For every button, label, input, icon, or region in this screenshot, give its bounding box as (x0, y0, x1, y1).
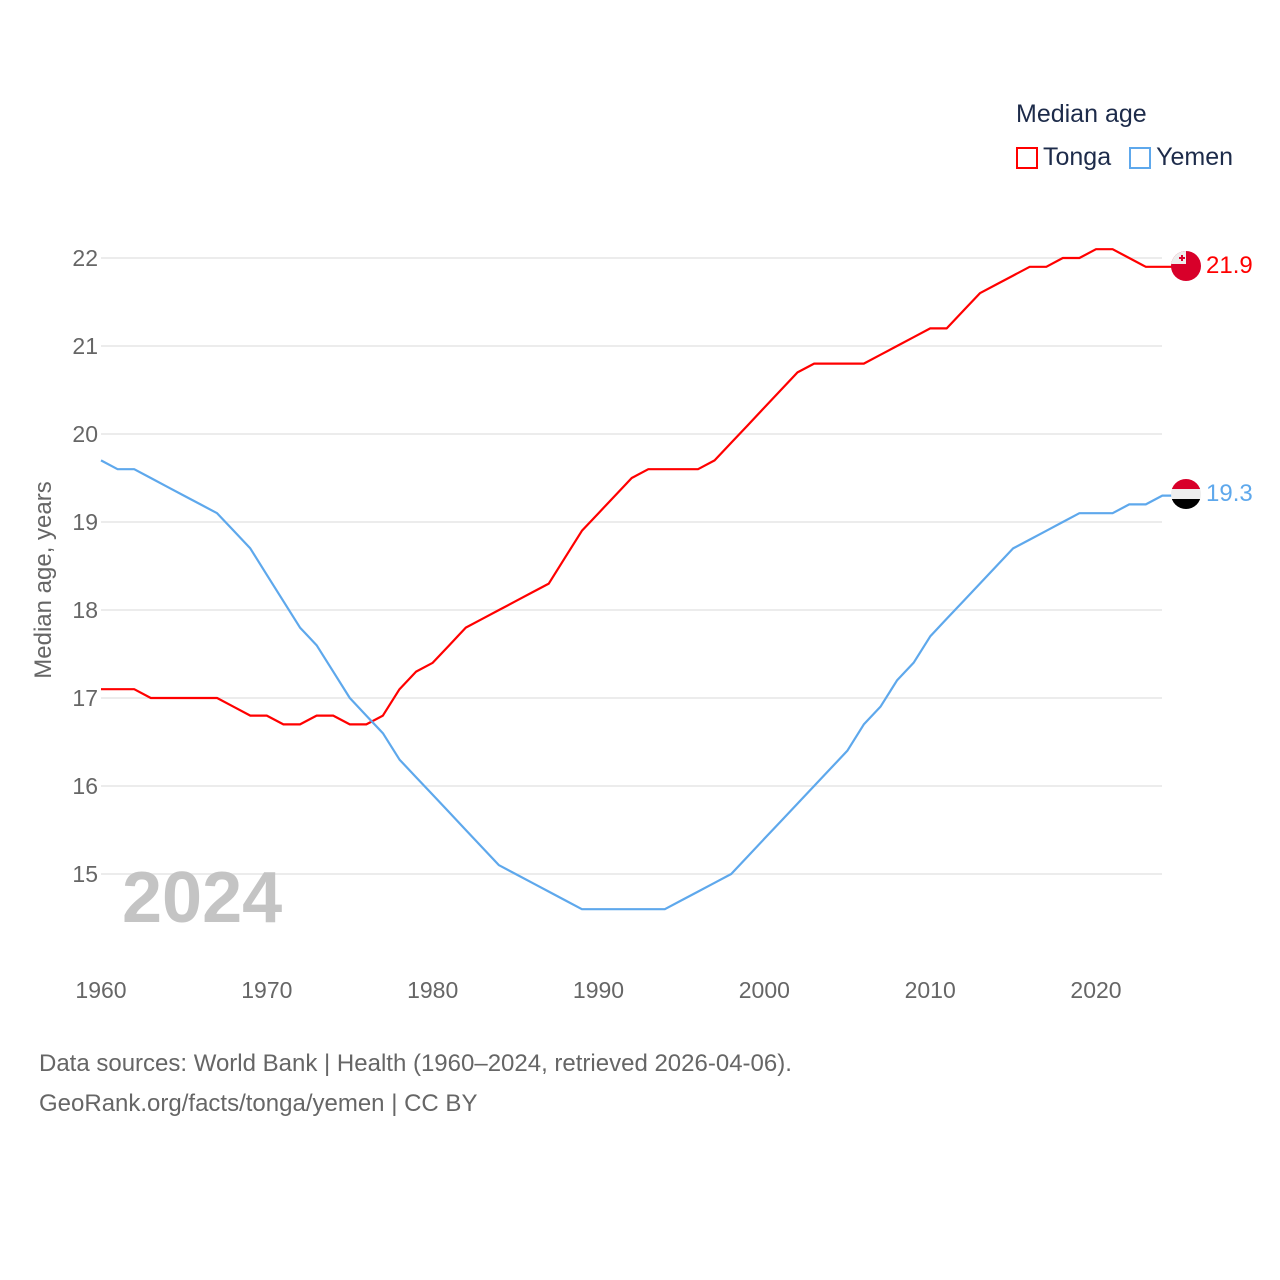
source-note: Data sources: World Bank | Health (1960–… (39, 1044, 792, 1124)
y-tick-label: 15 (72, 861, 98, 887)
x-axis-ticks: 1960 1970 1980 1990 2000 2010 2020 (75, 977, 1121, 1003)
yemen-end-label: 19.3 (1206, 480, 1253, 507)
grid (101, 257, 1162, 875)
series-end-markers: 21.9 19.3 (1171, 251, 1253, 509)
legend-item-tonga[interactable]: Tonga (1016, 143, 1111, 172)
legend-item-yemen[interactable]: Yemen (1129, 143, 1233, 172)
y-tick-label: 17 (72, 685, 98, 711)
x-tick-label: 1980 (407, 977, 458, 1003)
x-tick-label: 1970 (241, 977, 292, 1003)
series-line-yemen[interactable] (100, 459, 1172, 911)
x-tick-label: 2020 (1070, 977, 1121, 1003)
source-line-2[interactable]: GeoRank.org/facts/tonga/yemen | CC BY (39, 1090, 478, 1117)
x-tick-label: 1960 (75, 977, 126, 1003)
y-tick-label: 21 (72, 333, 98, 359)
y-tick-label: 22 (72, 245, 98, 271)
y-tick-label: 20 (72, 421, 98, 447)
year-watermark: 2024 (122, 858, 282, 938)
series-line-tonga[interactable] (101, 248, 1172, 726)
y-tick-label: 19 (72, 509, 98, 535)
y-axis-ticks: 15 16 17 18 19 20 21 22 (72, 245, 98, 887)
x-tick-label: 2010 (905, 977, 956, 1003)
series-lines (100, 248, 1172, 911)
y-axis-label: Median age, years (30, 481, 57, 678)
legend: Tonga Yemen (1016, 143, 1233, 172)
source-line-1: Data sources: World Bank | Health (1960–… (39, 1050, 792, 1077)
legend-label: Yemen (1156, 143, 1234, 171)
tonga-end-label: 21.9 (1206, 252, 1253, 279)
legend-swatch-yemen (1129, 146, 1152, 169)
x-tick-label: 1990 (573, 977, 624, 1003)
tonga-flag-icon (1171, 251, 1201, 281)
yemen-flag-icon (1171, 479, 1201, 509)
y-tick-label: 16 (72, 773, 98, 799)
x-tick-label: 2000 (739, 977, 790, 1003)
legend-swatch-tonga (1016, 146, 1038, 169)
y-tick-label: 18 (72, 597, 98, 623)
legend-label: Tonga (1043, 143, 1112, 171)
legend-title: Median age (1016, 100, 1147, 128)
